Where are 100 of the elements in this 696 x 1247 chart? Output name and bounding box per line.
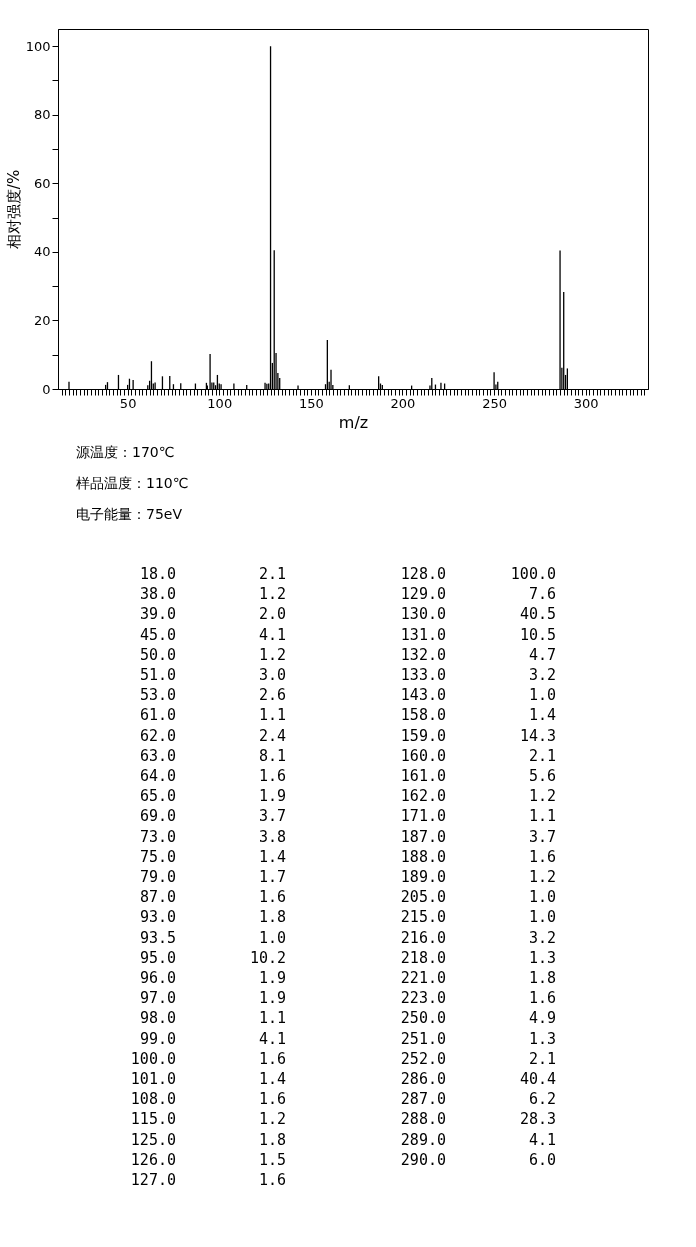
text: 159.0 <box>400 726 446 745</box>
text: 215.0 <box>400 908 446 927</box>
text: 4.9 <box>528 1009 556 1028</box>
text: 133.0 <box>400 666 446 684</box>
text: 6.2 <box>528 1090 556 1109</box>
y-tick-label: 20 <box>33 312 51 328</box>
text: 218.0 <box>400 948 446 967</box>
text: 99.0 <box>139 1029 176 1048</box>
text: 171.0 <box>400 807 446 826</box>
text: 221.0 <box>400 969 446 987</box>
text: 2.0 <box>258 605 286 624</box>
text: 250.0 <box>400 1009 446 1028</box>
text: 1.2 <box>258 1110 286 1129</box>
text: 样品温度：110℃ <box>76 475 189 491</box>
text: 1.8 <box>258 908 286 927</box>
text: 1.2 <box>528 868 556 886</box>
text: 132.0 <box>400 645 446 664</box>
text: 223.0 <box>400 989 446 1008</box>
text: 3.0 <box>258 666 286 684</box>
text: 1.3 <box>528 1029 556 1048</box>
text: 252.0 <box>400 1049 446 1068</box>
text: 1.6 <box>258 1049 286 1068</box>
text: 3.7 <box>258 807 286 826</box>
text: 143.0 <box>400 686 446 705</box>
text: 1.6 <box>258 1171 286 1189</box>
text: 源温度：170℃ <box>76 444 175 460</box>
text: 162.0 <box>400 787 446 806</box>
text: 93.5 <box>139 928 176 947</box>
text: 38.0 <box>139 585 176 604</box>
text: 1.9 <box>258 989 286 1008</box>
text: 290.0 <box>400 1150 446 1169</box>
text: 128.0 <box>400 565 446 583</box>
text: 3.8 <box>258 827 286 846</box>
text: 1.4 <box>258 847 286 866</box>
text: 1.0 <box>528 908 556 927</box>
text: 1.1 <box>258 706 286 725</box>
text: 69.0 <box>139 807 176 826</box>
text: 10.2 <box>249 948 286 967</box>
text: 1.3 <box>528 948 556 967</box>
text: 1.0 <box>528 888 556 907</box>
text: 87.0 <box>139 888 176 907</box>
text: 1.8 <box>258 1130 286 1149</box>
text: 5.6 <box>528 767 556 785</box>
text: 4.7 <box>528 645 556 664</box>
text: 188.0 <box>400 847 446 866</box>
text: 100.0 <box>510 565 556 583</box>
text: 14.3 <box>519 726 556 745</box>
text: 2.6 <box>258 686 286 705</box>
x-tick-label: 300 <box>573 395 599 411</box>
y-tick-label: 80 <box>33 107 51 123</box>
text: 2.4 <box>258 726 286 745</box>
text: 1.7 <box>258 868 286 886</box>
text: 126.0 <box>130 1150 176 1169</box>
text: 3.2 <box>528 666 556 684</box>
text: 45.0 <box>139 625 176 644</box>
text: 64.0 <box>139 767 176 785</box>
text: 2.1 <box>528 1049 556 1068</box>
text: 130.0 <box>400 605 446 624</box>
text: 39.0 <box>139 605 176 624</box>
text: 1.2 <box>258 645 286 664</box>
text: 1.2 <box>258 585 286 604</box>
text: 1.5 <box>258 1150 286 1169</box>
x-axis-title: m/z <box>338 412 369 432</box>
text: 8.1 <box>258 746 286 765</box>
y-tick-label: 100 <box>25 38 51 54</box>
text: 289.0 <box>400 1130 446 1149</box>
x-tick-label: 150 <box>298 395 324 411</box>
text: 2.1 <box>528 746 556 765</box>
text: 3.7 <box>528 827 556 846</box>
text: 1.9 <box>258 969 286 987</box>
text: 161.0 <box>400 767 446 785</box>
text: 288.0 <box>400 1110 446 1129</box>
text: 61.0 <box>139 706 176 725</box>
text: 10.5 <box>519 625 556 644</box>
y-tick-label: 40 <box>33 244 51 260</box>
x-tick-label: 100 <box>207 395 233 411</box>
text: 115.0 <box>130 1110 176 1129</box>
text: 1.6 <box>528 989 556 1008</box>
text: 1.9 <box>258 787 286 806</box>
text: 1.4 <box>258 1070 286 1088</box>
text: 1.6 <box>258 888 286 907</box>
text: 62.0 <box>139 726 176 745</box>
text: 93.0 <box>139 908 176 927</box>
text: 电子能量：75eV <box>76 506 183 522</box>
text: 287.0 <box>400 1090 446 1109</box>
text: 286.0 <box>400 1070 446 1088</box>
text: 160.0 <box>400 746 446 765</box>
text: 187.0 <box>400 827 446 846</box>
text: 63.0 <box>139 746 176 765</box>
text: 75.0 <box>139 847 176 866</box>
text: 1.4 <box>528 706 556 725</box>
text: 108.0 <box>130 1090 176 1109</box>
text: 101.0 <box>130 1070 176 1088</box>
text: 1.2 <box>528 787 556 806</box>
text: 98.0 <box>139 1009 176 1028</box>
text: 4.1 <box>258 1029 286 1048</box>
y-axis-title: 相对强度/% <box>4 169 23 250</box>
text: 73.0 <box>139 827 176 846</box>
x-tick-label: 200 <box>390 395 416 411</box>
text: 97.0 <box>139 989 176 1008</box>
